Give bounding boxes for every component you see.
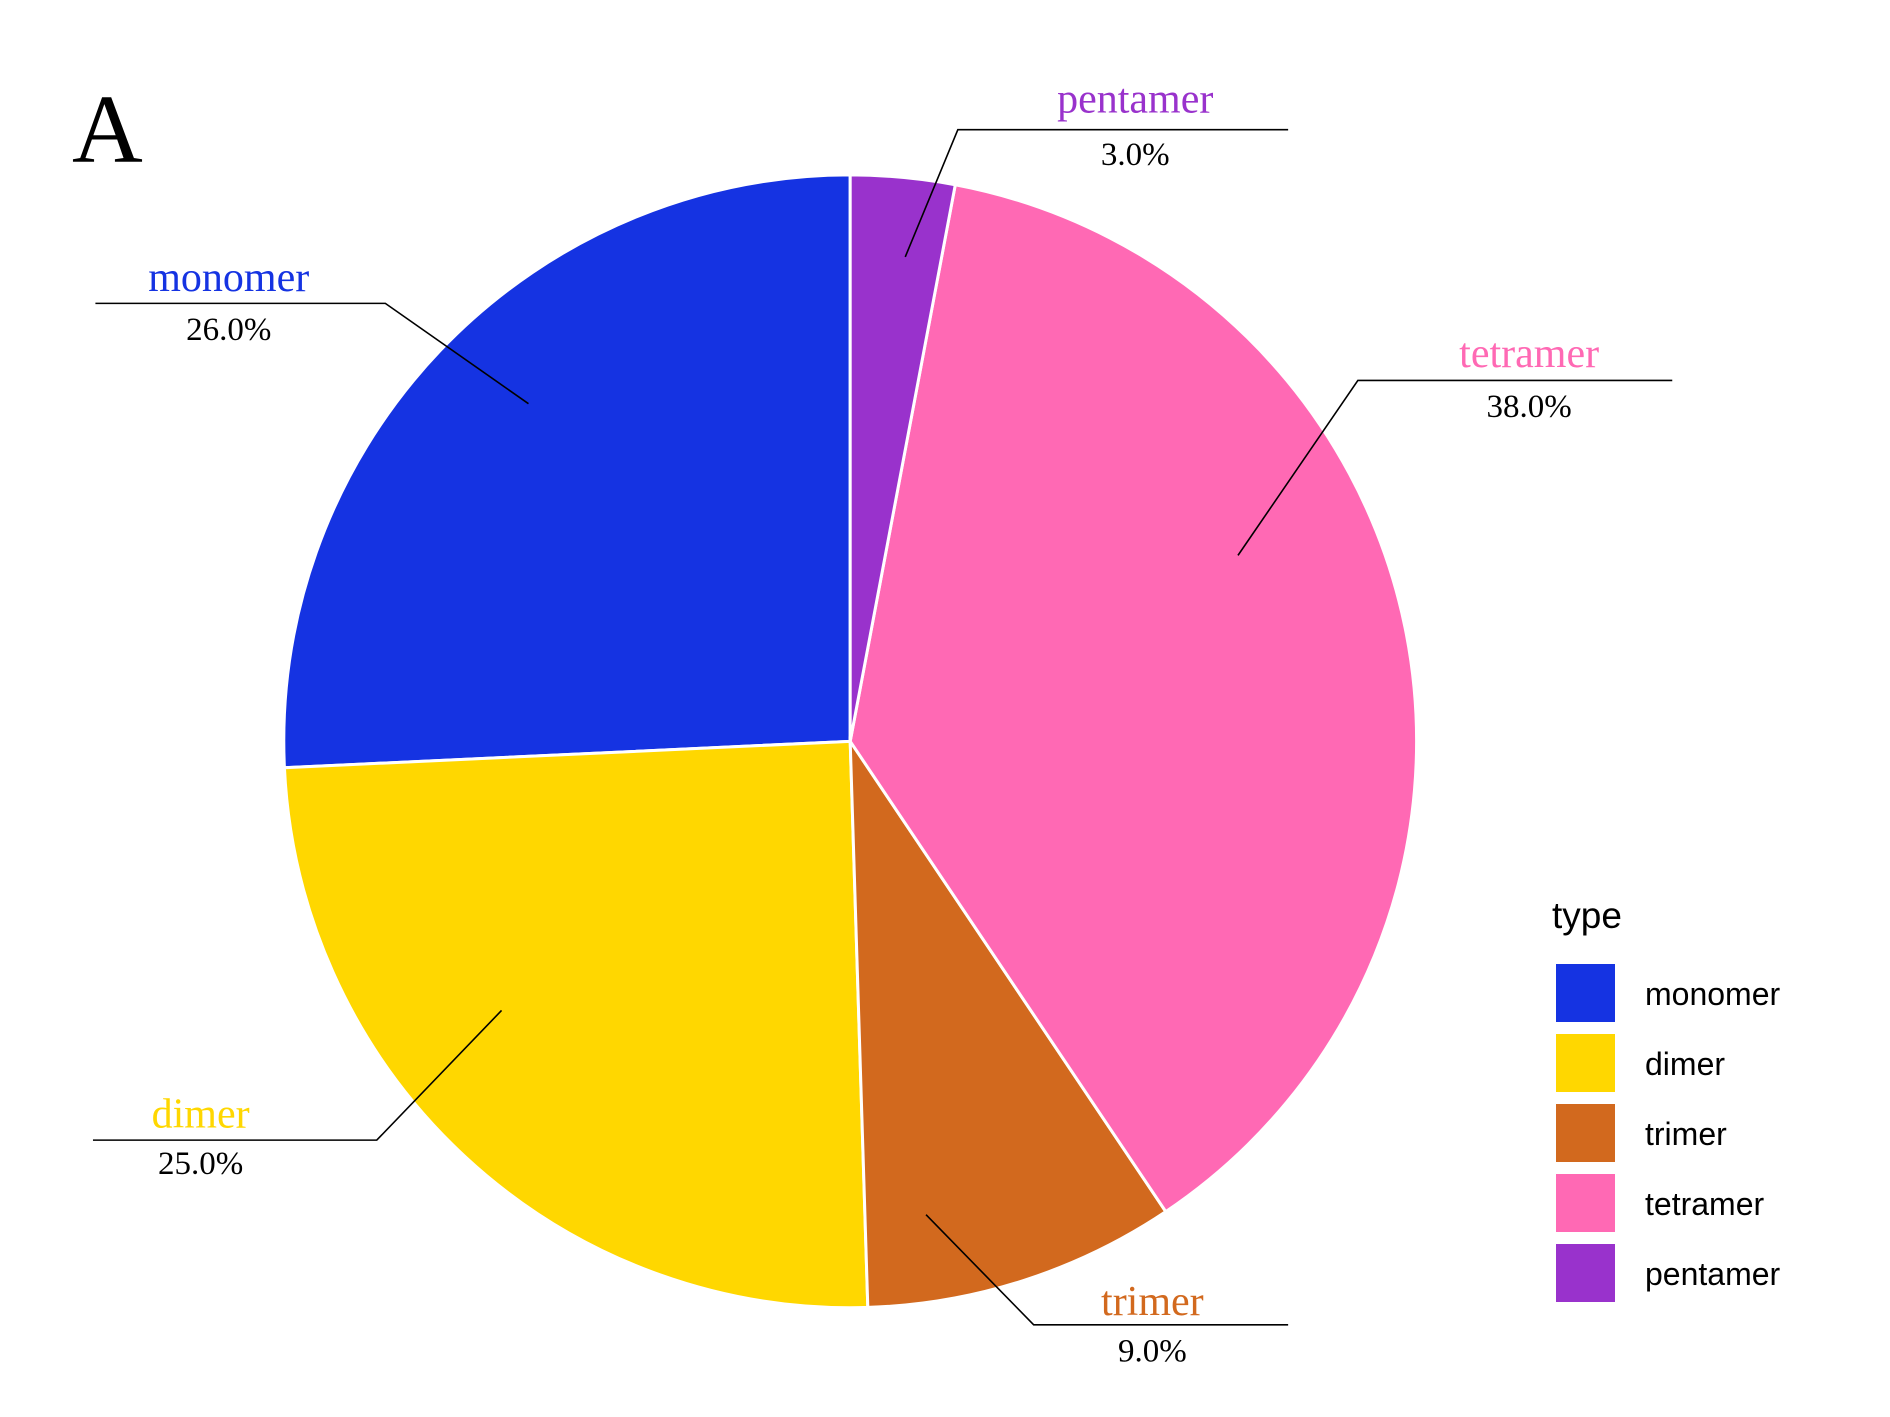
callout-line [95,302,529,405]
slice-value-label: 25.0% [158,1146,243,1182]
panel-label: A [72,76,143,184]
pie-slice [848,183,1419,1214]
legend-label: pentamer [1645,1256,1781,1292]
slice-label: tetramer [1459,331,1599,377]
slice-label: trimer [1101,1279,1204,1325]
legend-label: monomer [1645,976,1781,1012]
pie-slice [848,173,958,742]
pie-slice [848,736,1168,1309]
callout-line [904,128,1289,258]
legend-swatch [1556,1244,1615,1302]
slice-label: dimer [152,1092,250,1138]
callout-line [925,1214,1289,1326]
slice-value-label: 26.0% [186,312,271,348]
legend-swatch [1556,1104,1615,1162]
callout-line [92,1009,503,1141]
legend-title: type [1552,895,1622,936]
legend-label: dimer [1645,1046,1725,1082]
slice-value-label: 38.0% [1487,389,1572,425]
pie-slice [282,739,870,1310]
legend-swatch [1556,1034,1615,1092]
legend-swatch [1556,1174,1615,1232]
slice-label: monomer [148,255,309,301]
slice-label: pentamer [1057,76,1213,122]
callout-line [1237,379,1673,556]
pie-slice [282,173,852,770]
legend-label: trimer [1645,1116,1727,1152]
slice-value-label: 9.0% [1118,1333,1187,1369]
legend-label: tetramer [1645,1186,1764,1222]
legend-swatch [1556,964,1615,1022]
slice-value-label: 3.0% [1101,137,1170,173]
